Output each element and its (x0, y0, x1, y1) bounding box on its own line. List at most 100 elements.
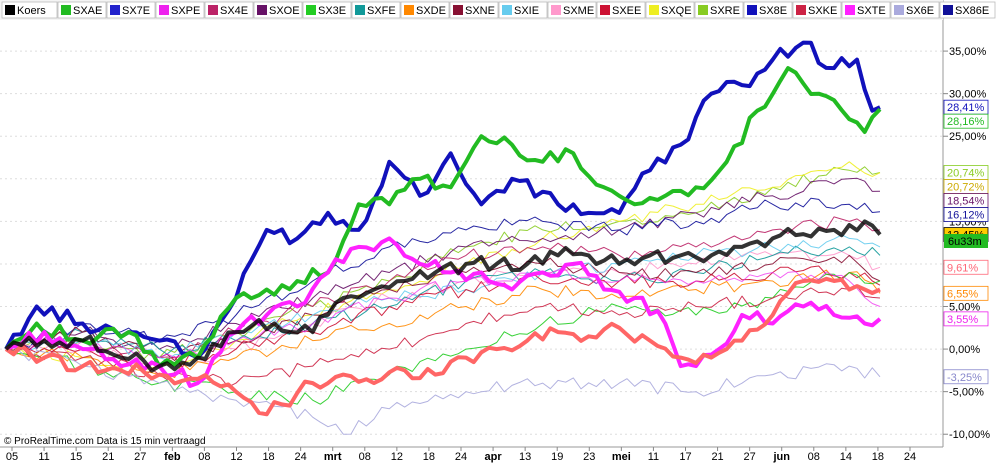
end-label-text: 16,12% (947, 209, 985, 221)
x-tick-label: 18 (262, 451, 274, 463)
legend[interactable]: Koers SXAE SX7E SXPE SX4E SXOE SX3E SXFE SXDE SXN… (0, 0, 996, 20)
legend-item[interactable]: SXPE (155, 1, 205, 19)
legend-label: SXPE (171, 5, 200, 17)
y-tick-label: 30,00% (949, 89, 987, 101)
x-tick-label: 24 (455, 451, 467, 463)
x-tick-label: 19 (551, 451, 563, 463)
legend-item[interactable]: SX4E (204, 1, 254, 19)
x-tick-label: 12 (391, 451, 403, 463)
y-tick-label: 5,00% (949, 302, 980, 314)
legend-label: SX86E (955, 5, 989, 17)
x-tick-label: 24 (904, 451, 916, 463)
x-tick-label: 18 (423, 451, 435, 463)
time-badge: 6u33m (944, 234, 988, 248)
legend-swatch (159, 5, 169, 15)
x-tick-label: 08 (359, 451, 371, 463)
footer: © ProRealTime.com Data is 15 min vertraa… (4, 436, 206, 447)
x-tick-label: 15 (70, 451, 82, 463)
x-tick-label: mei (612, 451, 631, 463)
time-badge-text: 6u33m (948, 236, 982, 248)
legend-item[interactable]: SX6E (890, 1, 940, 19)
legend-label: SXKE (808, 5, 837, 17)
legend-item[interactable]: SX3E (302, 1, 352, 19)
legend-label: Koers (17, 5, 46, 17)
legend-swatch (894, 5, 904, 15)
legend-label: SXIE (514, 5, 539, 17)
end-label: 28,41% (943, 99, 989, 115)
end-label: 18,54% (943, 193, 989, 208)
x-tick-label: 08 (198, 451, 210, 463)
legend-swatch (600, 5, 610, 15)
y-tick-label: -5,00% (949, 387, 984, 399)
legend-item[interactable]: SX7E (106, 1, 156, 19)
x-tick-label: 14 (840, 451, 852, 463)
x-tick-label: 13 (519, 451, 531, 463)
y-tick-label: 35,00% (949, 46, 987, 58)
end-labels: 28,41%28,16%20,74%20,72%18,54%16,12%13,4… (943, 99, 989, 385)
series-layer (4, 40, 882, 435)
x-tick-label: 23 (583, 451, 595, 463)
legend-item[interactable]: SXOE (253, 1, 303, 19)
legend-swatch (355, 5, 365, 15)
legend-item[interactable]: SXKE (792, 1, 842, 19)
footer-text: © ProRealTime.com Data is 15 min vertraa… (4, 436, 206, 447)
end-label-text: 6,55% (947, 288, 978, 300)
legend-item[interactable]: SXAE (57, 1, 107, 19)
legend-item[interactable]: SXIE (498, 1, 548, 19)
legend-swatch (453, 5, 463, 15)
legend-item[interactable]: SXME (547, 1, 597, 19)
legend-label: SXOE (269, 5, 300, 17)
legend-item[interactable]: Koers (1, 1, 58, 19)
x-tick-label: 05 (6, 451, 18, 463)
x-tick-label: feb (164, 451, 181, 463)
end-label: 28,16% (943, 113, 989, 129)
end-label-text: 28,41% (947, 102, 985, 114)
legend-item[interactable]: SXRE (694, 1, 744, 19)
end-label-text: 20,74% (947, 167, 985, 179)
legend-label: SX3E (318, 5, 346, 17)
legend-item[interactable]: SXDE (400, 1, 450, 19)
legend-label: SX7E (122, 5, 150, 17)
end-label: 20,72% (943, 179, 989, 194)
series-line (4, 66, 882, 369)
legend-swatch (502, 5, 512, 15)
end-label-text: -3,25% (947, 372, 982, 384)
x-tick-label: 21 (102, 451, 114, 463)
legend-label: SXQE (661, 5, 692, 17)
x-tick-label: 27 (744, 451, 756, 463)
legend-label: SX8E (759, 5, 787, 17)
legend-swatch (943, 5, 953, 15)
legend-item[interactable]: SXQE (645, 1, 695, 19)
end-label-text: 3,55% (947, 314, 978, 326)
legend-item[interactable]: SXEE (596, 1, 646, 19)
series-line (4, 276, 881, 417)
legend-item[interactable]: SXNE (449, 1, 499, 19)
x-tick-label: apr (485, 451, 503, 463)
x-tick-label: 24 (295, 451, 307, 463)
x-tick-label: 18 (872, 451, 884, 463)
x-tick-label: 21 (711, 451, 723, 463)
legend-item[interactable]: SX8E (743, 1, 793, 19)
end-label-text: 9,61% (947, 262, 978, 274)
legend-swatch (208, 5, 218, 15)
series-line (5, 245, 881, 355)
legend-label: SXDE (416, 5, 446, 17)
legend-swatch (257, 5, 267, 15)
legend-item[interactable]: SXFE (351, 1, 401, 19)
x-tick-label: mrt (324, 451, 342, 463)
legend-label: SXAE (73, 5, 102, 17)
legend-label: SXTE (857, 5, 886, 17)
x-tick-label: jun (772, 451, 790, 463)
end-label: 20,74% (943, 165, 989, 180)
end-label-text: 28,16% (947, 116, 985, 128)
series-line (4, 40, 881, 360)
end-label: -3,25% (943, 369, 989, 385)
end-label: 6,55% (943, 285, 989, 301)
end-label-text: 18,54% (947, 195, 985, 207)
legend-swatch (306, 5, 316, 15)
legend-item[interactable]: SXTE (841, 1, 891, 19)
series-line (5, 272, 881, 405)
series-line (5, 236, 882, 388)
legend-item[interactable]: SX86E (939, 1, 996, 19)
